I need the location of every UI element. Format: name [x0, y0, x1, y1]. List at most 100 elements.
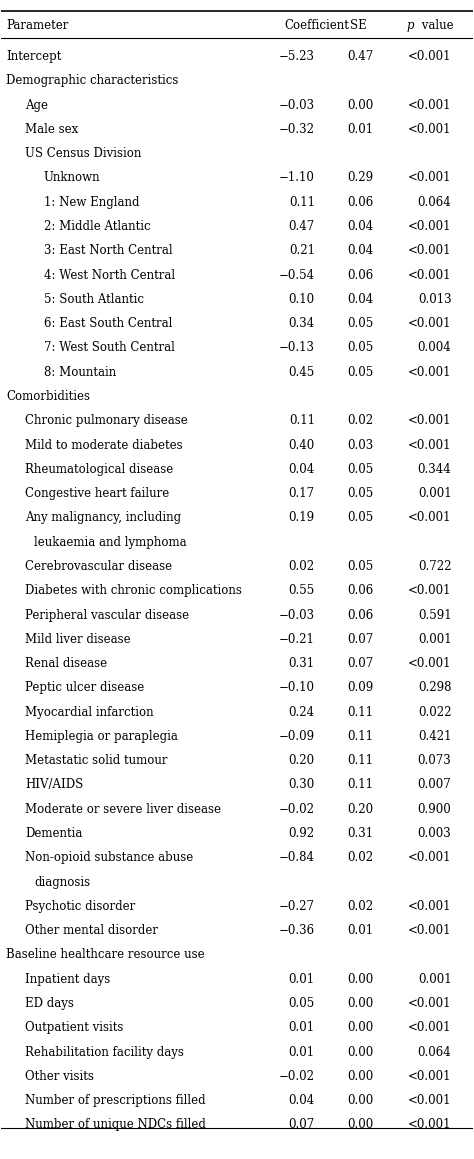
Text: 0.10: 0.10 — [289, 293, 315, 306]
Text: −0.10: −0.10 — [279, 681, 315, 694]
Text: 0.06: 0.06 — [347, 269, 374, 282]
Text: Male sex: Male sex — [25, 123, 78, 136]
Text: 0.04: 0.04 — [347, 293, 374, 306]
Text: 0.11: 0.11 — [347, 730, 374, 743]
Text: 0.344: 0.344 — [418, 462, 451, 476]
Text: Myocardial infarction: Myocardial infarction — [25, 706, 154, 719]
Text: 0.04: 0.04 — [347, 220, 374, 233]
Text: Baseline healthcare resource use: Baseline healthcare resource use — [6, 948, 205, 962]
Text: 0.01: 0.01 — [347, 123, 374, 136]
Text: 0.07: 0.07 — [347, 657, 374, 670]
Text: 0.722: 0.722 — [418, 560, 451, 573]
Text: 0.003: 0.003 — [418, 828, 451, 840]
Text: Mild liver disease: Mild liver disease — [25, 633, 130, 646]
Text: 0.30: 0.30 — [289, 779, 315, 792]
Text: HIV/AIDS: HIV/AIDS — [25, 779, 83, 792]
Text: <0.001: <0.001 — [408, 220, 451, 233]
Text: 0.05: 0.05 — [347, 366, 374, 379]
Text: Psychotic disorder: Psychotic disorder — [25, 899, 135, 913]
Text: 0.01: 0.01 — [289, 972, 315, 986]
Text: <0.001: <0.001 — [408, 1070, 451, 1083]
Text: <0.001: <0.001 — [408, 1021, 451, 1034]
Text: Demographic characteristics: Demographic characteristics — [6, 74, 179, 87]
Text: −0.32: −0.32 — [279, 123, 315, 136]
Text: 0.11: 0.11 — [347, 755, 374, 767]
Text: 0.47: 0.47 — [289, 220, 315, 233]
Text: 0.01: 0.01 — [289, 1021, 315, 1034]
Text: Number of prescriptions filled: Number of prescriptions filled — [25, 1094, 206, 1107]
Text: Hemiplegia or paraplegia: Hemiplegia or paraplegia — [25, 730, 178, 743]
Text: 0.04: 0.04 — [289, 1094, 315, 1107]
Text: 6: East South Central: 6: East South Central — [44, 318, 172, 330]
Text: Unknown: Unknown — [44, 172, 100, 184]
Text: Non-opioid substance abuse: Non-opioid substance abuse — [25, 852, 193, 865]
Text: 0.09: 0.09 — [347, 681, 374, 694]
Text: 0.07: 0.07 — [289, 1118, 315, 1131]
Text: 0.21: 0.21 — [289, 245, 315, 257]
Text: 0.11: 0.11 — [347, 779, 374, 792]
Text: 2: Middle Atlantic: 2: Middle Atlantic — [44, 220, 150, 233]
Text: 0.04: 0.04 — [289, 462, 315, 476]
Text: Coefficient: Coefficient — [284, 19, 349, 31]
Text: value: value — [419, 19, 454, 31]
Text: 0.00: 0.00 — [347, 1070, 374, 1083]
Text: Number of unique NDCs filled: Number of unique NDCs filled — [25, 1118, 206, 1131]
Text: leukaemia and lymphoma: leukaemia and lymphoma — [35, 535, 187, 548]
Text: 0.007: 0.007 — [418, 779, 451, 792]
Text: Cerebrovascular disease: Cerebrovascular disease — [25, 560, 172, 573]
Text: 0.05: 0.05 — [289, 997, 315, 1009]
Text: 0.00: 0.00 — [347, 1118, 374, 1131]
Text: Other visits: Other visits — [25, 1070, 94, 1083]
Text: <0.001: <0.001 — [408, 899, 451, 913]
Text: 0.022: 0.022 — [418, 706, 451, 719]
Text: p: p — [407, 19, 414, 31]
Text: 0.900: 0.900 — [418, 803, 451, 816]
Text: 0.001: 0.001 — [418, 487, 451, 501]
Text: <0.001: <0.001 — [408, 172, 451, 184]
Text: Diabetes with chronic complications: Diabetes with chronic complications — [25, 584, 242, 597]
Text: <0.001: <0.001 — [408, 123, 451, 136]
Text: −0.03: −0.03 — [279, 608, 315, 621]
Text: 0.591: 0.591 — [418, 608, 451, 621]
Text: Rehabilitation facility days: Rehabilitation facility days — [25, 1045, 184, 1058]
Text: −0.02: −0.02 — [279, 1070, 315, 1083]
Text: <0.001: <0.001 — [408, 438, 451, 452]
Text: 0.45: 0.45 — [289, 366, 315, 379]
Text: 0.06: 0.06 — [347, 584, 374, 597]
Text: 0.01: 0.01 — [347, 924, 374, 938]
Text: −0.09: −0.09 — [279, 730, 315, 743]
Text: 0.073: 0.073 — [418, 755, 451, 767]
Text: 0.01: 0.01 — [289, 1045, 315, 1058]
Text: ED days: ED days — [25, 997, 74, 1009]
Text: <0.001: <0.001 — [408, 99, 451, 111]
Text: 5: South Atlantic: 5: South Atlantic — [44, 293, 144, 306]
Text: 0.11: 0.11 — [347, 706, 374, 719]
Text: <0.001: <0.001 — [408, 318, 451, 330]
Text: <0.001: <0.001 — [408, 584, 451, 597]
Text: 0.11: 0.11 — [289, 414, 315, 428]
Text: <0.001: <0.001 — [408, 1094, 451, 1107]
Text: <0.001: <0.001 — [408, 511, 451, 524]
Text: Parameter: Parameter — [6, 19, 68, 31]
Text: Age: Age — [25, 99, 48, 111]
Text: <0.001: <0.001 — [408, 269, 451, 282]
Text: 0.00: 0.00 — [347, 99, 374, 111]
Text: 0.20: 0.20 — [347, 803, 374, 816]
Text: <0.001: <0.001 — [408, 1118, 451, 1131]
Text: 0.04: 0.04 — [347, 245, 374, 257]
Text: 0.00: 0.00 — [347, 1045, 374, 1058]
Text: 0.06: 0.06 — [347, 196, 374, 209]
Text: 0.02: 0.02 — [347, 852, 374, 865]
Text: Inpatient days: Inpatient days — [25, 972, 110, 986]
Text: 0.02: 0.02 — [289, 560, 315, 573]
Text: 0.02: 0.02 — [347, 414, 374, 428]
Text: 0.20: 0.20 — [289, 755, 315, 767]
Text: 3: East North Central: 3: East North Central — [44, 245, 173, 257]
Text: 0.29: 0.29 — [347, 172, 374, 184]
Text: 0.064: 0.064 — [418, 1045, 451, 1058]
Text: Rheumatological disease: Rheumatological disease — [25, 462, 173, 476]
Text: 0.064: 0.064 — [418, 196, 451, 209]
Text: SE: SE — [350, 19, 367, 31]
Text: 0.001: 0.001 — [418, 972, 451, 986]
Text: 8: Mountain: 8: Mountain — [44, 366, 116, 379]
